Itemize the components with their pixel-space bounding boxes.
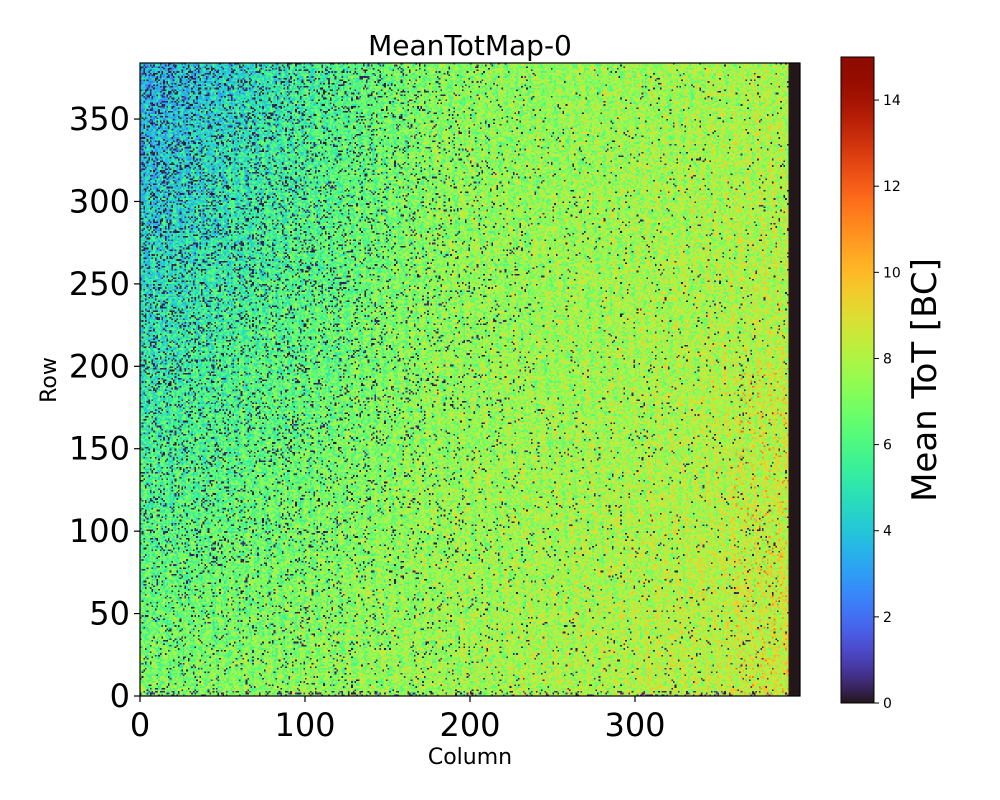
colorbar-label: Mean ToT [BC]	[905, 258, 945, 502]
colorbar-tick-label: 10	[883, 265, 901, 281]
x-tick-label: 0	[130, 706, 150, 744]
y-tick-label: 200	[69, 347, 130, 385]
colorbar-tick-label: 4	[883, 524, 892, 540]
colorbar-tick-label: 0	[883, 696, 892, 712]
colorbar-gradient	[841, 57, 874, 703]
colorbar-tick-label: 14	[883, 93, 901, 109]
x-axis-label: Column	[428, 745, 512, 770]
x-tick-label: 100	[274, 706, 335, 744]
colorbar-frame	[840, 56, 875, 704]
y-tick-label: 100	[69, 512, 130, 550]
colorbar-tick-label: 6	[883, 438, 892, 454]
y-axis-label: Row	[37, 357, 62, 403]
heatmap-image	[140, 63, 800, 696]
y-tick-label: 350	[69, 100, 130, 138]
y-tick-label: 50	[89, 595, 130, 633]
colorbar-tick-label: 12	[883, 179, 901, 195]
x-tick-label: 300	[604, 706, 665, 744]
y-tick-label: 250	[69, 265, 130, 303]
y-tick-label: 150	[69, 430, 130, 468]
x-axis-ticks: 0 100 200 300	[130, 696, 666, 744]
plot-area-frame	[139, 62, 801, 697]
y-tick-label: 0	[110, 677, 130, 715]
chart-title: MeanTotMap-0	[368, 29, 572, 62]
colorbar-tick-label: 8	[883, 351, 892, 367]
colorbar-tick-label: 2	[883, 610, 892, 626]
colorbar-ticks: 0 2 4 6 8 10 12 14	[874, 93, 901, 712]
y-tick-label: 300	[69, 182, 130, 220]
y-axis-ticks: 0 50 100 150 200 250 300 350	[69, 100, 140, 715]
x-tick-label: 200	[439, 706, 500, 744]
